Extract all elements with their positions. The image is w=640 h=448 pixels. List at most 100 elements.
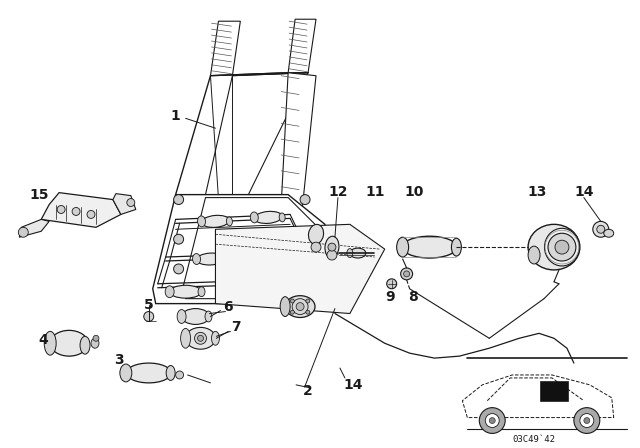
Text: 03C49`42: 03C49`42 [513, 435, 556, 444]
Circle shape [198, 335, 204, 341]
Circle shape [479, 408, 505, 433]
Ellipse shape [280, 297, 290, 316]
Polygon shape [205, 73, 308, 227]
Circle shape [387, 279, 397, 289]
Circle shape [291, 299, 294, 303]
Circle shape [195, 332, 207, 344]
Ellipse shape [175, 371, 184, 379]
Ellipse shape [257, 285, 264, 295]
Circle shape [580, 414, 594, 427]
Circle shape [93, 335, 99, 341]
Text: 14: 14 [343, 378, 363, 392]
Ellipse shape [170, 285, 202, 298]
Circle shape [87, 211, 95, 218]
Circle shape [19, 227, 28, 237]
Circle shape [297, 234, 307, 244]
Ellipse shape [177, 310, 186, 323]
Ellipse shape [221, 254, 227, 263]
Ellipse shape [44, 332, 56, 355]
Text: 15: 15 [29, 188, 49, 202]
Ellipse shape [350, 248, 366, 258]
Text: 1: 1 [171, 109, 180, 123]
Ellipse shape [254, 211, 282, 224]
Text: 5: 5 [144, 297, 154, 312]
Ellipse shape [397, 237, 408, 257]
Ellipse shape [402, 236, 457, 258]
Circle shape [593, 221, 609, 237]
Text: 10: 10 [405, 185, 424, 198]
Circle shape [485, 414, 499, 427]
Ellipse shape [226, 284, 235, 296]
Ellipse shape [279, 213, 285, 222]
Circle shape [173, 234, 184, 244]
Ellipse shape [198, 216, 205, 227]
Ellipse shape [193, 254, 200, 264]
Ellipse shape [91, 338, 99, 348]
Polygon shape [175, 73, 288, 229]
Circle shape [300, 194, 310, 205]
Polygon shape [216, 224, 385, 314]
Polygon shape [153, 194, 325, 304]
Circle shape [144, 311, 154, 322]
Ellipse shape [308, 224, 324, 244]
Circle shape [548, 233, 576, 261]
Ellipse shape [259, 248, 286, 260]
Circle shape [555, 240, 569, 254]
Ellipse shape [50, 330, 88, 356]
Ellipse shape [196, 253, 225, 265]
Ellipse shape [347, 249, 353, 258]
Circle shape [57, 206, 65, 213]
Ellipse shape [205, 311, 212, 322]
Text: 9: 9 [385, 290, 394, 304]
Ellipse shape [250, 212, 259, 223]
Ellipse shape [211, 332, 220, 345]
Text: 4: 4 [38, 333, 48, 347]
Text: 8: 8 [408, 290, 417, 304]
Ellipse shape [528, 246, 540, 264]
Bar [540, 381, 568, 401]
Ellipse shape [327, 250, 337, 260]
Ellipse shape [604, 229, 614, 237]
Circle shape [584, 418, 590, 423]
Ellipse shape [528, 224, 580, 270]
Polygon shape [113, 194, 136, 215]
Text: 12: 12 [328, 185, 348, 198]
Circle shape [489, 418, 495, 423]
Ellipse shape [180, 328, 191, 348]
Polygon shape [41, 193, 121, 227]
Circle shape [292, 299, 308, 314]
Circle shape [596, 225, 605, 233]
Text: 13: 13 [527, 185, 547, 198]
Circle shape [72, 207, 80, 215]
Polygon shape [288, 19, 316, 73]
Text: 6: 6 [223, 300, 233, 314]
Circle shape [173, 264, 184, 274]
Ellipse shape [230, 283, 260, 296]
Ellipse shape [186, 327, 216, 349]
Ellipse shape [182, 309, 209, 324]
Text: 7: 7 [232, 320, 241, 334]
Ellipse shape [126, 363, 171, 383]
Circle shape [306, 299, 310, 303]
Ellipse shape [202, 215, 229, 228]
Ellipse shape [254, 249, 262, 259]
Ellipse shape [311, 242, 321, 252]
Circle shape [328, 243, 336, 251]
Text: 2: 2 [303, 384, 313, 398]
Circle shape [127, 198, 135, 207]
Circle shape [291, 310, 294, 314]
Circle shape [404, 271, 410, 277]
Circle shape [306, 310, 310, 314]
Circle shape [296, 302, 304, 310]
Ellipse shape [166, 366, 175, 380]
Circle shape [300, 264, 310, 274]
Ellipse shape [198, 287, 205, 297]
Ellipse shape [285, 296, 315, 318]
Ellipse shape [283, 250, 289, 258]
Text: 14: 14 [574, 185, 593, 198]
Polygon shape [182, 198, 318, 299]
Ellipse shape [325, 236, 339, 258]
Ellipse shape [451, 238, 461, 256]
Ellipse shape [227, 217, 232, 226]
Polygon shape [280, 73, 316, 229]
